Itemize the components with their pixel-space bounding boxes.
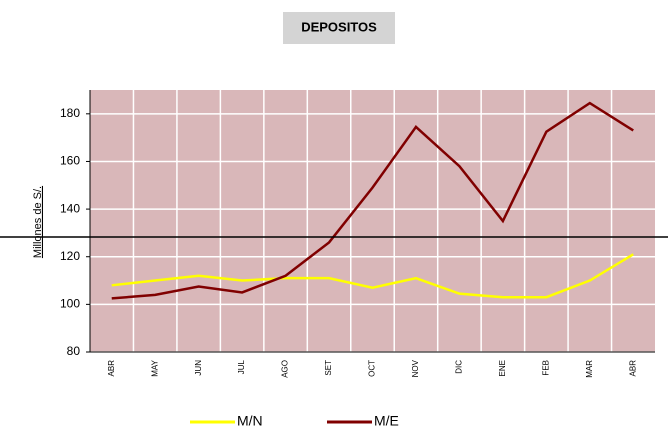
x-tick-label: ABR	[628, 360, 637, 377]
x-tick-label: OCT	[368, 360, 377, 377]
x-tick-label: AGO	[281, 360, 290, 378]
y-tick-label: 180	[60, 106, 80, 120]
x-tick-label: JUN	[194, 360, 203, 376]
y-tick-label: 120	[60, 249, 80, 263]
x-tick-label: ENE	[498, 360, 507, 376]
legend-label: M/N	[237, 413, 263, 429]
x-tick-label: ABR	[107, 360, 116, 377]
x-tick-label: NOV	[411, 359, 420, 377]
chart-title: DEPOSITOS	[301, 19, 377, 34]
x-tick-label: FEB	[541, 360, 550, 376]
title-box	[283, 12, 395, 44]
y-tick-label: 100	[60, 297, 80, 311]
series-line	[111, 253, 634, 299]
series-line	[111, 101, 634, 300]
x-tick-label: SET	[324, 360, 333, 376]
y-tick-label: 140	[60, 201, 80, 215]
legend-label: M/E	[374, 413, 399, 429]
y-axis-label: Millones de S/.	[32, 186, 44, 258]
x-tick-label: DIC	[455, 360, 464, 374]
x-tick-label: MAY	[150, 359, 159, 376]
plot-area	[90, 90, 655, 352]
y-tick-label: 160	[60, 154, 80, 168]
y-tick-label: 80	[67, 344, 81, 358]
x-tick-label: JUL	[237, 359, 246, 374]
x-tick-label: MAR	[585, 360, 594, 378]
